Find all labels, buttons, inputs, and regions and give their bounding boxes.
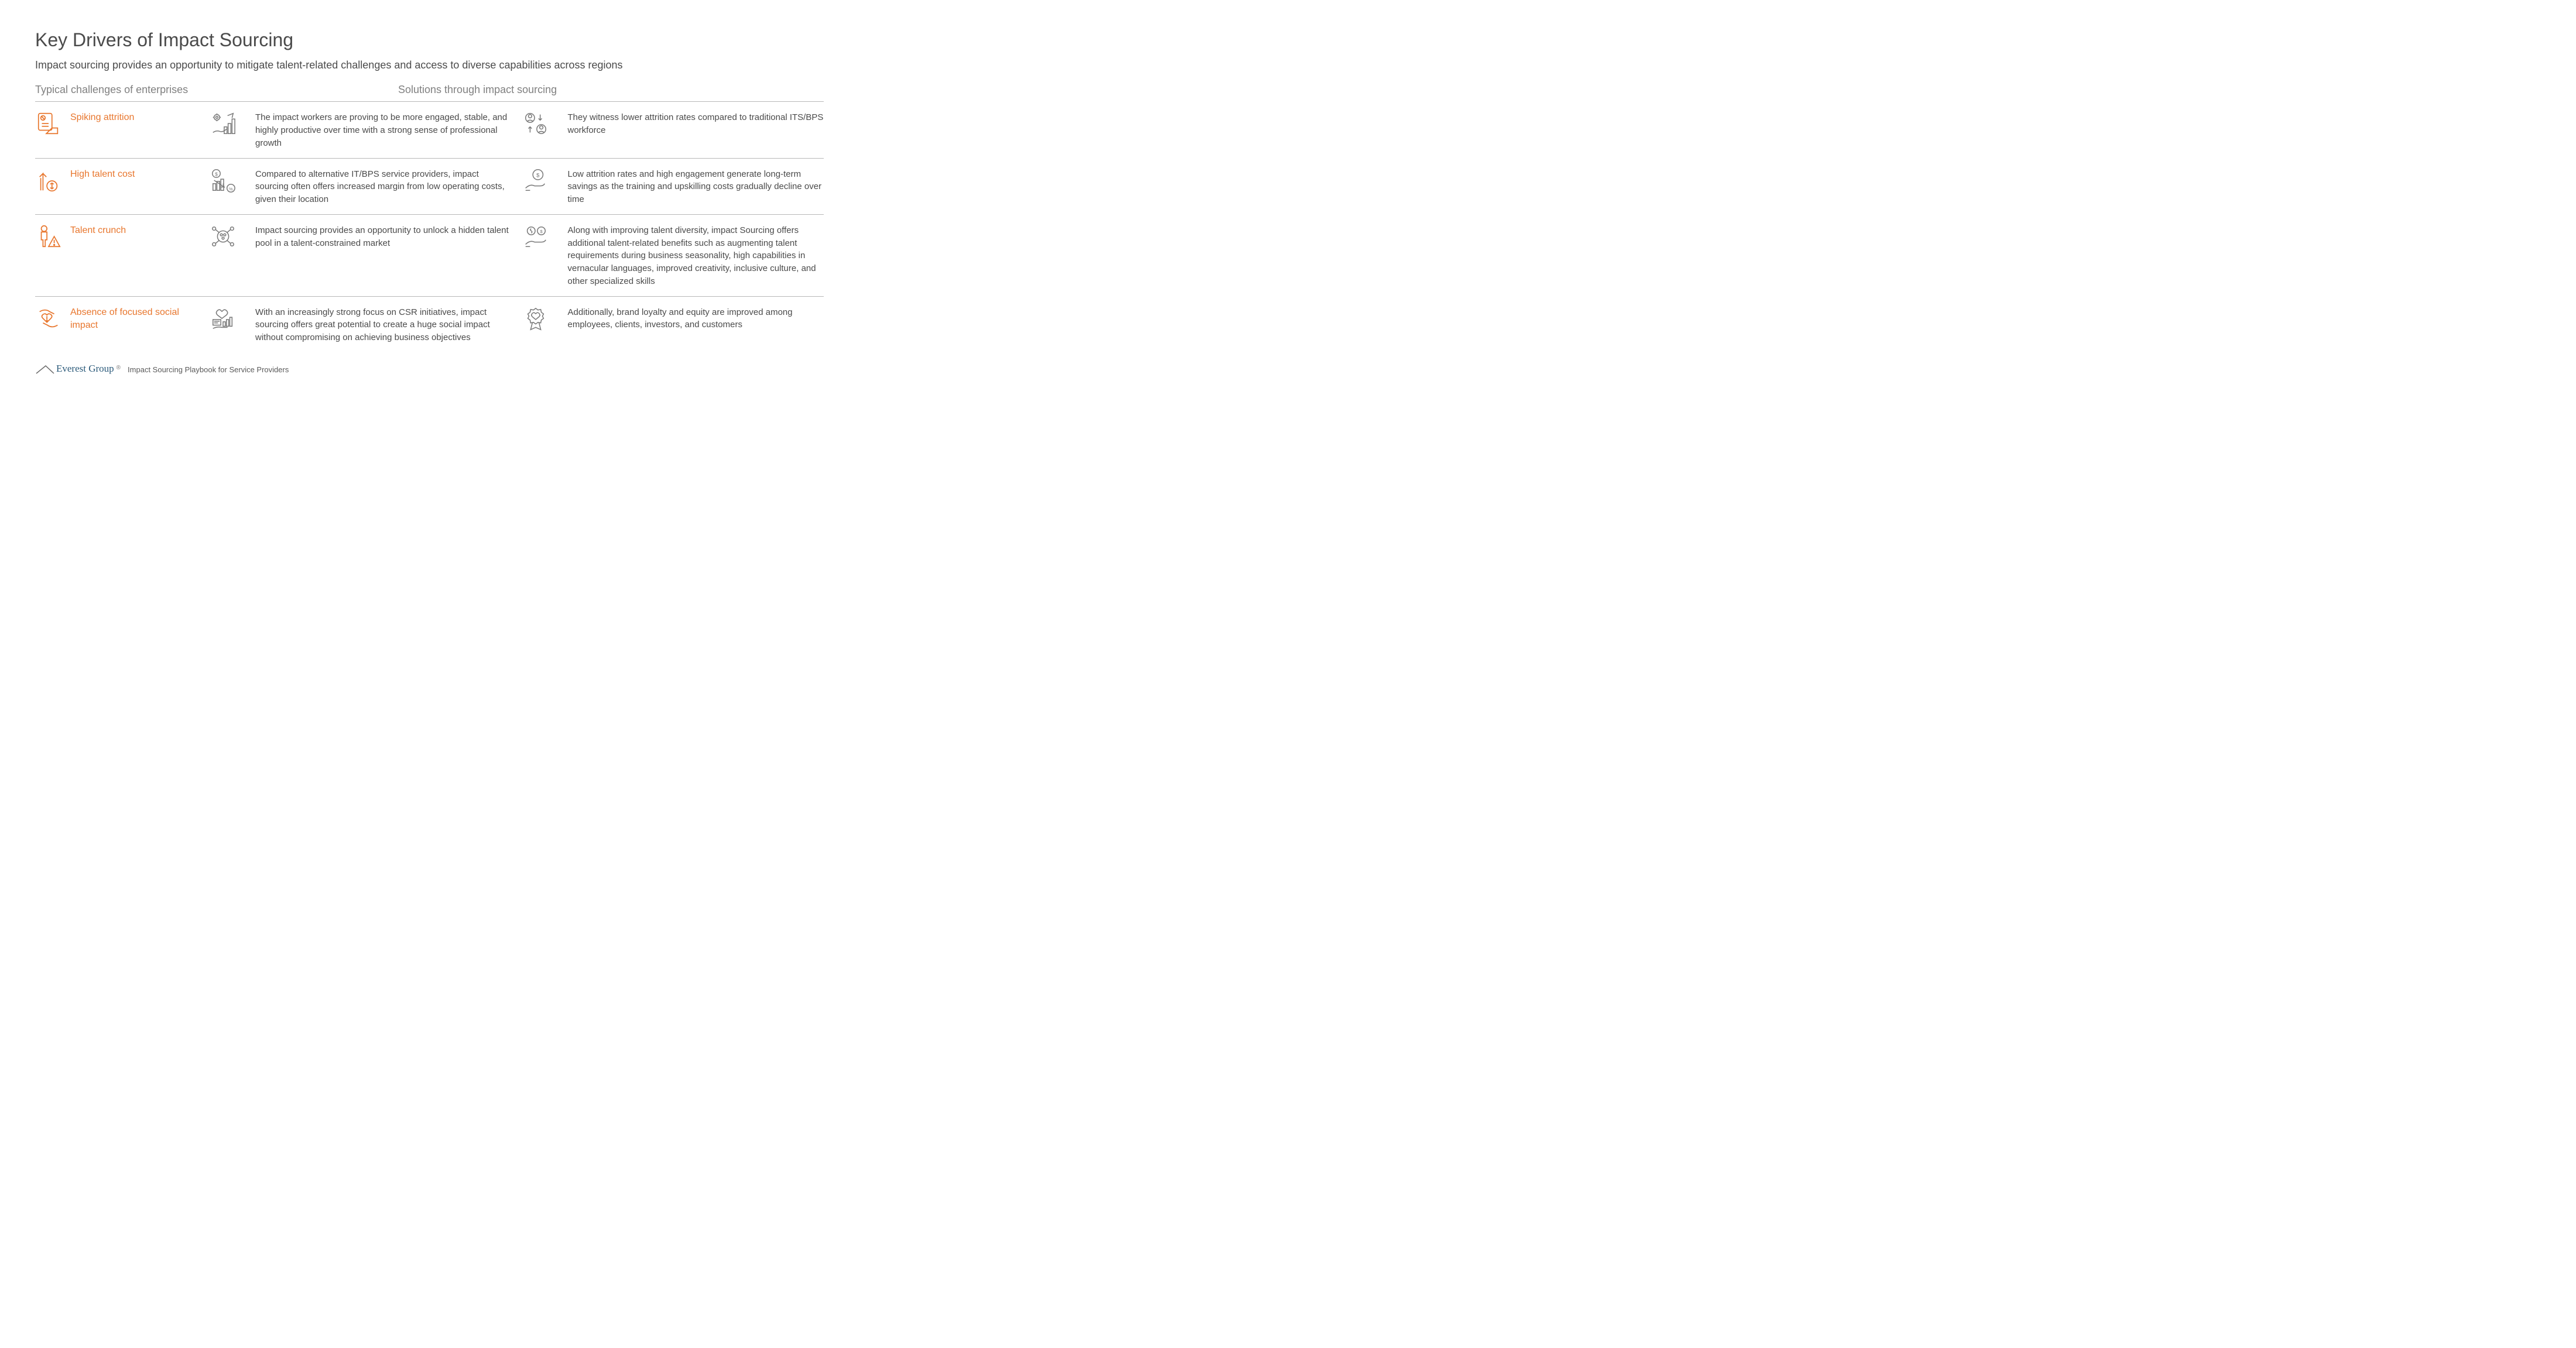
svg-text:%: % xyxy=(229,186,233,191)
people-arrows-icon xyxy=(522,110,549,137)
challenge-label: Absence of focused social impact xyxy=(70,305,199,332)
hand-benefits-icon: $ xyxy=(522,223,549,250)
svg-text:$: $ xyxy=(536,172,540,179)
hand-dollar-icon: $ xyxy=(522,167,549,194)
hands-heart-icon xyxy=(35,305,62,332)
table-row: High talent cost $ % Compared to alterna… xyxy=(35,158,824,214)
column-header-solutions: Solutions through impact sourcing xyxy=(222,83,824,97)
challenge-label: Talent crunch xyxy=(70,223,126,237)
attrition-card-icon xyxy=(35,110,62,137)
solution-text: With an increasingly strong focus on CSR… xyxy=(255,305,512,344)
solution-text: The impact workers are proving to be mor… xyxy=(255,110,512,149)
solution-text: Low attrition rates and high engagement … xyxy=(568,167,824,206)
solution-text: Along with improving talent diversity, i… xyxy=(568,223,824,288)
table-row: Absence of focused social impact With an… xyxy=(35,296,824,352)
rows-container: Spiking attrition The impact workers are… xyxy=(35,101,824,352)
logo-peak-icon xyxy=(35,364,55,375)
challenge-label: Spiking attrition xyxy=(70,110,134,124)
cost-arrow-icon xyxy=(35,167,62,194)
ribbon-heart-icon xyxy=(522,305,549,332)
table-row: Talent crunch Impact sourcing provides a… xyxy=(35,214,824,296)
column-headers: Typical challenges of enterprises Soluti… xyxy=(35,83,824,97)
gear-growth-icon xyxy=(210,110,237,137)
solution-text: Impact sourcing provides an opportunity … xyxy=(255,223,512,250)
page-title: Key Drivers of Impact Sourcing xyxy=(35,29,824,51)
challenge-cell: Talent crunch xyxy=(35,223,199,250)
dollar-chart-down-icon: $ % xyxy=(210,167,237,194)
challenge-cell: High talent cost xyxy=(35,167,199,194)
column-header-challenges: Typical challenges of enterprises xyxy=(35,83,199,97)
table-row: Spiking attrition The impact workers are… xyxy=(35,101,824,157)
solution-text: Compared to alternative IT/BPS service p… xyxy=(255,167,512,206)
logo: Everest Group ® xyxy=(35,363,121,375)
footer-tagline: Impact Sourcing Playbook for Service Pro… xyxy=(128,365,289,375)
svg-text:$: $ xyxy=(540,229,543,234)
challenge-cell: Absence of focused social impact xyxy=(35,305,199,332)
person-alert-icon xyxy=(35,223,62,250)
registered-mark: ® xyxy=(117,365,121,371)
challenge-cell: Spiking attrition xyxy=(35,110,199,137)
svg-text:$: $ xyxy=(215,171,218,177)
solution-text: They witness lower attrition rates compa… xyxy=(568,110,824,137)
network-people-icon xyxy=(210,223,237,250)
heart-chart-hand-icon xyxy=(210,305,237,332)
footer: Everest Group ® Impact Sourcing Playbook… xyxy=(35,363,824,375)
challenge-label: High talent cost xyxy=(70,167,135,181)
solution-text: Additionally, brand loyalty and equity a… xyxy=(568,305,824,332)
logo-text: Everest Group xyxy=(56,363,114,375)
page-subtitle: Impact sourcing provides an opportunity … xyxy=(35,59,824,71)
